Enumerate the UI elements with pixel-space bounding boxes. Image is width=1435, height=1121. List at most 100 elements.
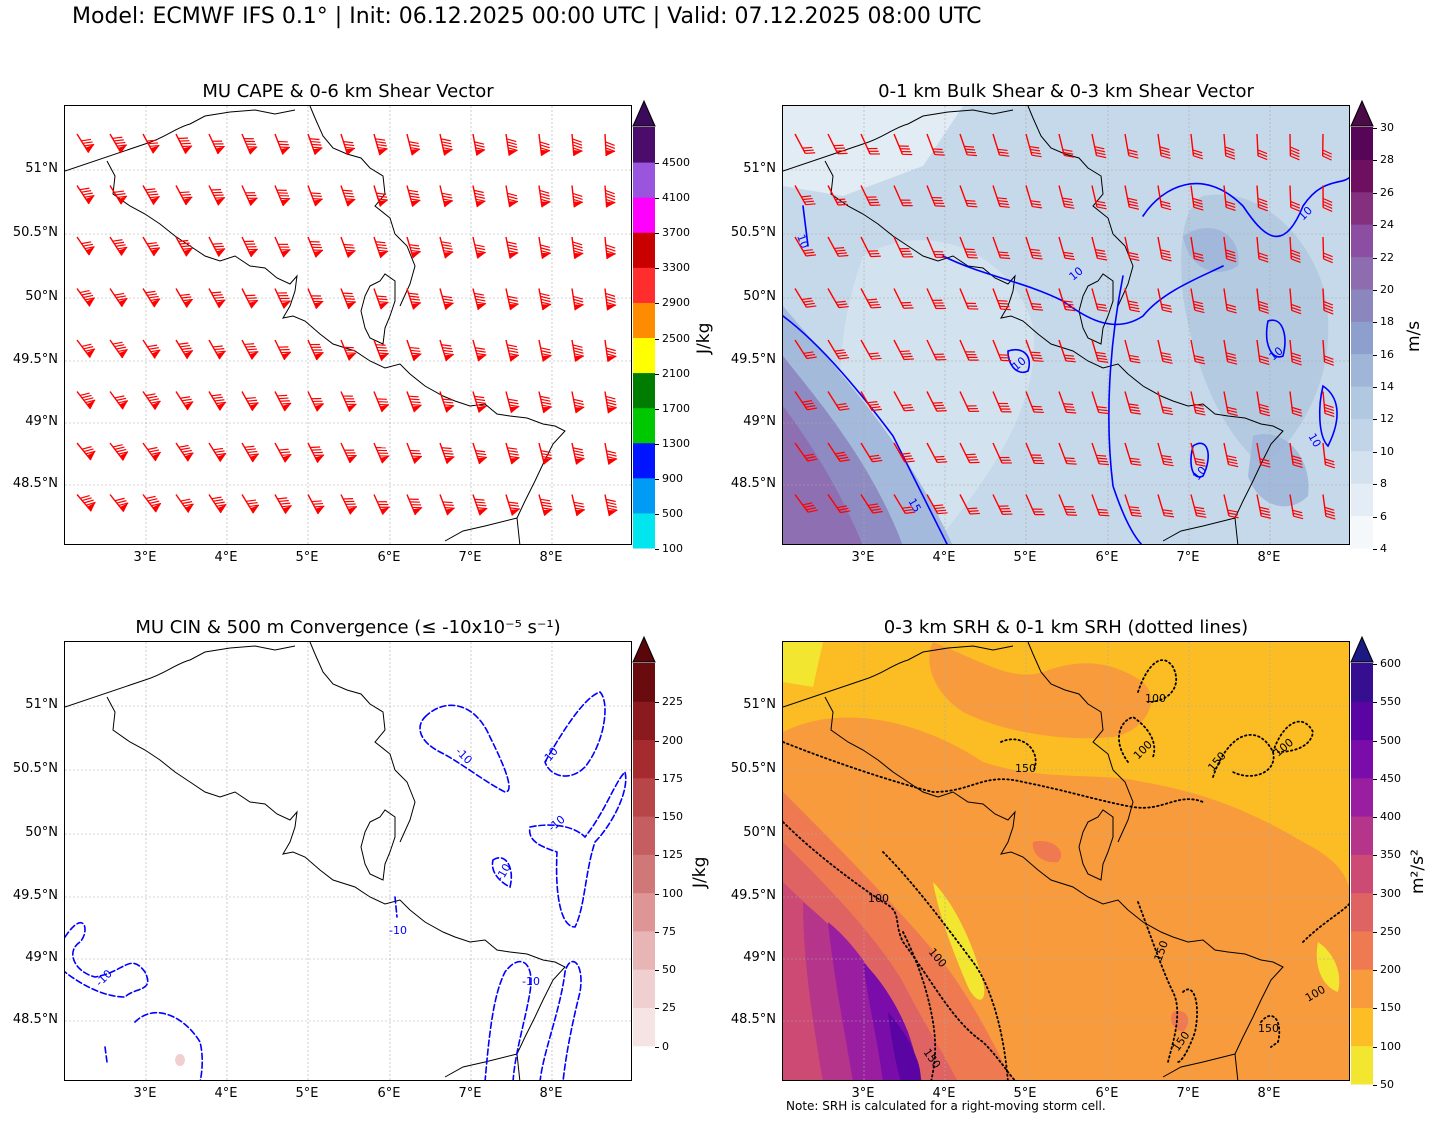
srh-note: Note: SRH is calculated for a right-movi… — [786, 1099, 1106, 1113]
country-border — [309, 642, 396, 771]
colorbar-tick-mark — [1373, 970, 1377, 972]
wind-barb — [175, 288, 193, 308]
wind-barb — [1058, 133, 1074, 158]
colorbar-bands — [632, 99, 656, 549]
wind-barb — [208, 339, 226, 360]
wind-barb — [439, 339, 454, 362]
wind-barb — [827, 133, 848, 155]
wind-barb — [926, 236, 946, 258]
colorbar-tick-mark — [1373, 1085, 1377, 1086]
wind-barb — [307, 133, 323, 155]
y-tick-label: 48.5°N — [730, 1012, 776, 1027]
colorbar-band — [633, 232, 655, 268]
colorbar-band — [1351, 159, 1373, 193]
colorbar-tick-label: 4100 — [662, 191, 690, 205]
contour-line — [1302, 902, 1349, 943]
colorbar-band — [633, 1045, 655, 1085]
wind-barb — [794, 391, 818, 411]
colorbar-tick-mark — [1373, 257, 1377, 259]
wind-barb — [893, 339, 914, 361]
wind-barb — [373, 494, 390, 515]
wind-barb — [827, 339, 850, 360]
contour-line — [1137, 659, 1178, 703]
wind-barb — [472, 185, 486, 208]
colorbar-band — [1351, 483, 1373, 517]
wind-barb — [1157, 288, 1173, 313]
filled-contour — [1032, 841, 1062, 863]
wind-barb — [109, 391, 129, 410]
map-canvas: -10 -10 -10 -10 -10 -10 -10 — [65, 642, 631, 1080]
wind-barb — [373, 236, 389, 259]
wind-barb — [1091, 185, 1107, 210]
contour-line — [1177, 988, 1198, 1063]
wind-barb — [926, 339, 947, 361]
country-border — [106, 160, 411, 375]
colorbar-tick-mark — [655, 233, 659, 235]
wind-barb — [1157, 494, 1175, 518]
colorbar-band — [1351, 777, 1373, 817]
contour-label: 10 — [1305, 431, 1323, 450]
filled-contour — [783, 642, 823, 687]
wind-barb — [1190, 133, 1204, 160]
colorbar-band — [633, 739, 655, 779]
wind-barb — [604, 185, 616, 208]
colorbar-label-cin: J/kg — [690, 856, 710, 888]
colorbar-tick-mark — [1373, 931, 1377, 933]
wind-barb — [1091, 288, 1108, 312]
colorbar-label-cape: J/kg — [694, 322, 714, 354]
wind-barb — [472, 133, 486, 156]
colorbar-tick-mark — [655, 513, 659, 515]
wind-barb — [992, 288, 1011, 311]
country-border — [1027, 642, 1114, 771]
contour-label: 150 — [1015, 762, 1036, 775]
wind-barb — [76, 494, 96, 512]
colorbar-tick-label: 400 — [1380, 810, 1401, 824]
x-tick-label: 5°E — [295, 550, 319, 565]
colorbar-band — [633, 512, 655, 549]
country-border — [1127, 909, 1284, 1080]
wind-barb — [860, 391, 882, 412]
wind-barb — [208, 494, 227, 514]
colorbar-band — [1351, 191, 1373, 225]
colorbar-tick-label: 300 — [1380, 886, 1401, 900]
colorbar-extend-arrow — [1350, 99, 1374, 127]
contour-line — [902, 931, 936, 1080]
colorbar-tick-mark — [655, 855, 659, 857]
colorbar-tick-mark — [1373, 322, 1377, 324]
contour-line — [783, 315, 948, 544]
wind-barb — [439, 133, 453, 156]
wind-barb — [1058, 288, 1076, 312]
colorbar-tick-label: 500 — [662, 506, 683, 520]
colorbar-tick-label: 500 — [1380, 733, 1401, 747]
x-tick-label: 7°E — [458, 1086, 482, 1101]
wind-barb — [505, 442, 520, 465]
colorbar-tick-mark — [1373, 1008, 1377, 1010]
colorbar-band — [1351, 701, 1373, 741]
wind-barb — [1256, 391, 1271, 417]
wind-barb — [959, 133, 978, 157]
wind-barb — [439, 442, 455, 464]
wind-barb — [992, 391, 1012, 413]
colorbar-band — [1351, 739, 1373, 779]
contour-label: -10 — [389, 924, 407, 937]
wind-barb — [1025, 288, 1044, 311]
contour-line — [65, 921, 149, 998]
wind-barb — [794, 442, 818, 462]
colorbar-tick-mark — [655, 198, 659, 200]
wind-barb — [175, 133, 193, 154]
colorbar-tick-mark — [1373, 387, 1377, 389]
wind-barb — [1157, 391, 1174, 416]
colorbar-tick-label: 200 — [662, 733, 683, 747]
wind-barb — [1289, 288, 1302, 315]
colorbar-band — [633, 930, 655, 970]
wind-barb — [571, 185, 584, 208]
colorbar-tick-mark — [655, 373, 659, 375]
country-border — [1112, 769, 1134, 843]
wind-barb — [373, 339, 389, 361]
wind-barb — [926, 185, 946, 207]
x-tick-label: 7°E — [1176, 550, 1200, 565]
colorbar-tick-label: 28 — [1380, 153, 1394, 167]
country-border — [1162, 517, 1236, 542]
wind-barb — [406, 391, 422, 413]
wind-barb — [1322, 391, 1335, 418]
